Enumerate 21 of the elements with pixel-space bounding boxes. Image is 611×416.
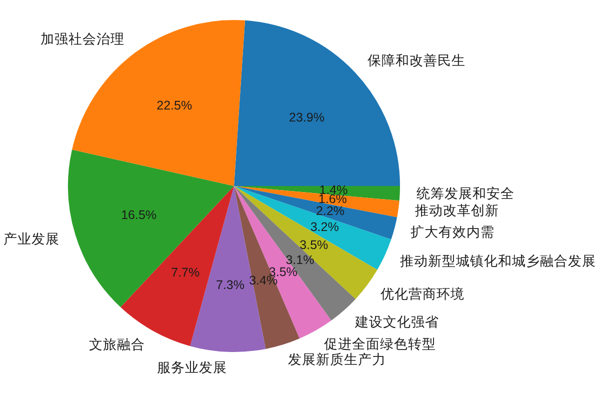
slice-label: 推动改革创新: [414, 202, 499, 218]
slice-label: 发展新质生产力: [288, 352, 386, 368]
slice-label: 服务业发展: [157, 360, 228, 376]
slice-label: 加强社会治理: [40, 31, 125, 46]
slice-label: 产业发展: [3, 231, 60, 246]
slice-label: 文旅融合: [88, 337, 145, 352]
slice-label: 促进全面绿色转型: [324, 336, 436, 352]
data-label: 3.2%: [310, 220, 339, 234]
slice-label: 优化营商环境: [380, 286, 465, 302]
slice-label: 保障和改善民生: [367, 52, 466, 68]
slice-label: 统筹发展和安全: [416, 186, 514, 201]
data-label: 22.5%: [156, 98, 192, 113]
slice-label: 扩大有效内需: [410, 224, 495, 240]
slice-label: 推动新型城镇化和城乡融合发展: [400, 254, 596, 269]
data-label: 3.5%: [300, 238, 328, 252]
data-label: 23.9%: [289, 110, 324, 124]
data-label: 7.7%: [171, 265, 200, 280]
data-label: 7.3%: [216, 278, 244, 292]
slice-label: 建设文化强省: [354, 314, 439, 330]
data-label: 2.2%: [316, 204, 345, 218]
data-label: 16.5%: [121, 208, 157, 222]
